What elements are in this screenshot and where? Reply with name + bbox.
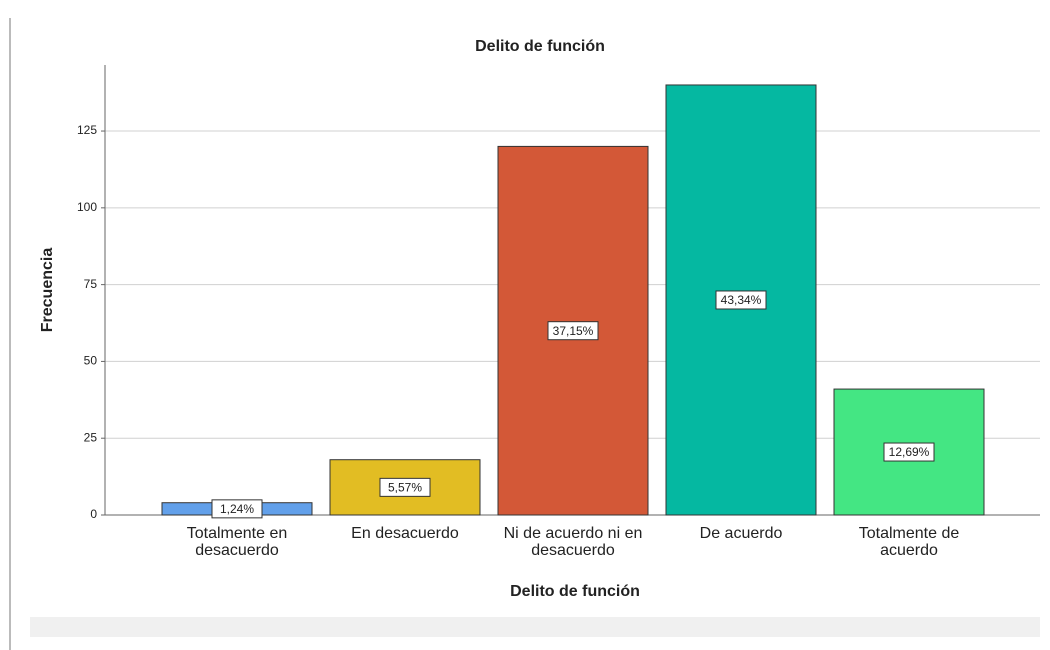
data-label: 12,69% [889, 445, 930, 459]
y-tick-label: 25 [84, 430, 98, 444]
data-label: 1,24% [220, 502, 254, 516]
data-label: 43,34% [721, 293, 762, 307]
y-tick-label: 100 [77, 200, 97, 214]
x-tick-label: En desacuerdo [351, 525, 459, 542]
data-label-box [547, 321, 599, 341]
data-label-box [883, 442, 935, 462]
y-tick-label: 50 [84, 354, 98, 368]
x-tick-label: Totalmente de acuerdo [858, 525, 960, 559]
footer-bar [30, 617, 1040, 637]
data-label-box [715, 290, 767, 310]
y-tick-label: 125 [77, 123, 97, 137]
chart-title: Delito de función [475, 38, 605, 55]
data-label: 37,15% [553, 324, 594, 338]
x-axis-title: Delito de función [510, 583, 640, 600]
y-tick-label: 75 [84, 277, 98, 291]
data-label-box [379, 477, 431, 497]
data-label-box [211, 499, 263, 519]
y-tick-label: 0 [90, 507, 97, 521]
x-tick-label: Totalmente en desacuerdo [186, 525, 288, 559]
y-axis-title: Frecuencia [39, 248, 56, 333]
data-label: 5,57% [388, 481, 422, 495]
x-tick-label: Ni de acuerdo ni en desacuerdo [503, 525, 643, 559]
x-tick-label: De acuerdo [699, 525, 783, 542]
